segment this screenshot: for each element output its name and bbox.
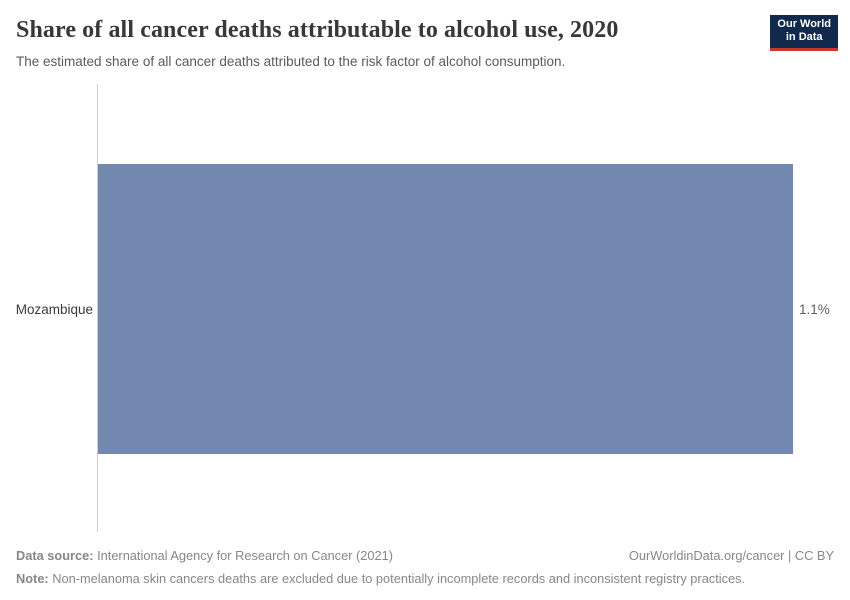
data-source-label: Data source:	[16, 548, 94, 563]
note-line: Note: Non-melanoma skin cancers deaths a…	[16, 571, 834, 587]
footer: Data source: International Agency for Re…	[16, 548, 834, 587]
owid-logo[interactable]: Our World in Data	[770, 15, 838, 51]
owid-logo-line2: in Data	[785, 31, 823, 43]
value-label: 1.1%	[799, 302, 830, 317]
page-title: Share of all cancer deaths attributable …	[16, 17, 619, 43]
bar[interactable]	[98, 164, 793, 454]
owid-url-link[interactable]: OurWorldinData.org/cancer | CC BY	[628, 548, 834, 563]
data-source-text: International Agency for Research on Can…	[93, 548, 394, 563]
y-axis-line	[97, 84, 98, 532]
owid-logo-line1: Our World	[777, 18, 831, 30]
entity-label: Mozambique	[15, 302, 93, 317]
note-text: Non-melanoma skin cancers deaths are exc…	[48, 570, 746, 586]
page-subtitle: The estimated share of all cancer deaths…	[16, 54, 566, 69]
note-label: Note:	[16, 570, 49, 586]
data-source-line: Data source: International Agency for Re…	[16, 548, 393, 564]
